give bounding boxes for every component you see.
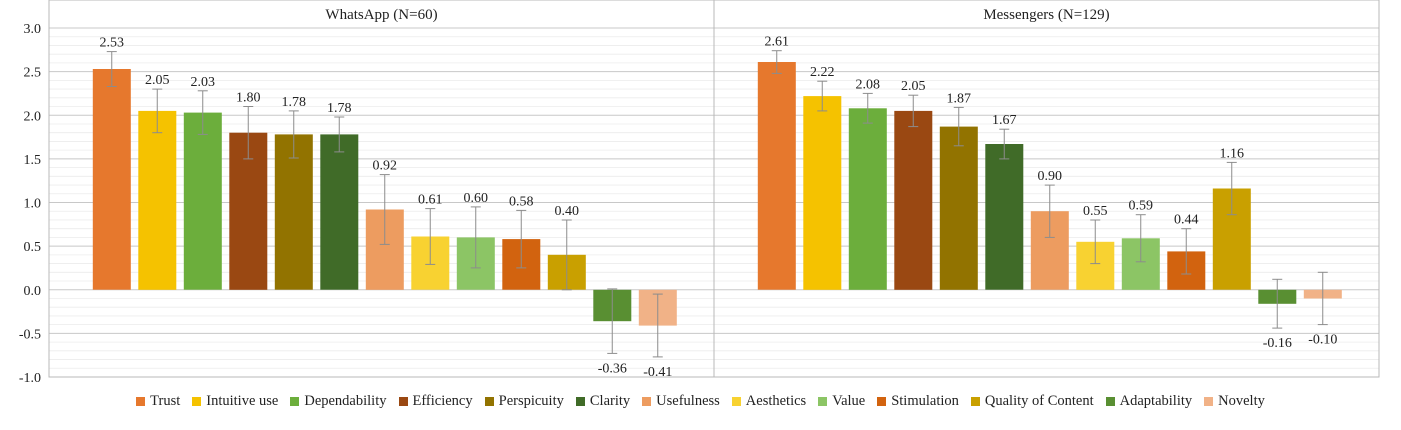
legend-label: Dependability xyxy=(304,393,387,409)
legend-label: Intuitive use xyxy=(206,393,279,409)
bar xyxy=(939,126,978,290)
data-label: 2.08 xyxy=(856,77,881,92)
y-tick-label: 2.0 xyxy=(24,109,42,124)
y-tick-label: 3.0 xyxy=(24,22,42,37)
data-label: 2.22 xyxy=(810,65,835,80)
legend-label: Efficiency xyxy=(412,393,473,409)
data-label: 0.40 xyxy=(555,204,580,219)
legend-item: Intuitive use xyxy=(192,393,278,410)
bar xyxy=(183,112,222,290)
legend-label: Perspicuity xyxy=(498,393,564,409)
data-label: 0.60 xyxy=(464,191,489,206)
data-label: -0.36 xyxy=(598,361,627,376)
bar-chart: 3.0 2.5 2.0 1.5 1.0 0.5 0.0 -0.5 -1.0 WhatsApp (… xyxy=(19,0,1380,386)
data-label: 0.44 xyxy=(1174,213,1199,228)
y-tick-label: 0.5 xyxy=(24,240,42,255)
legend-swatch xyxy=(484,397,494,406)
bar xyxy=(138,110,177,290)
y-tick-label: 1.5 xyxy=(24,153,42,168)
y-tick-label: 0.0 xyxy=(24,284,42,299)
y-tick-label: -0.5 xyxy=(19,327,41,342)
legend-label: Aesthetics xyxy=(745,393,807,409)
panel-messengers: Messengers (N=129) 2.61 2.22 2.08 2.05 1.87 1.… xyxy=(757,7,1342,351)
y-axis: 3.0 2.5 2.0 1.5 1.0 0.5 0.0 -0.5 -1.0 xyxy=(19,22,41,386)
data-label: 1.16 xyxy=(1220,146,1245,161)
data-label: 0.55 xyxy=(1083,204,1108,219)
bar xyxy=(92,69,131,290)
data-label: -0.10 xyxy=(1308,333,1337,348)
data-label: 1.67 xyxy=(992,113,1017,128)
legend-swatch xyxy=(192,397,202,406)
legend-item: Efficiency xyxy=(398,393,473,410)
bar xyxy=(848,108,887,290)
legend-swatch xyxy=(642,397,652,406)
y-tick-label: 2.5 xyxy=(24,66,42,81)
legend-item: Dependability xyxy=(290,393,387,410)
legend-swatch xyxy=(731,397,741,406)
legend-item: Adaptability xyxy=(1105,393,1193,410)
legend-item: Perspicuity xyxy=(484,393,564,410)
legend-swatch xyxy=(970,397,980,406)
legend-item: Value xyxy=(818,393,865,410)
legend: Trust Intuitive use Dependability Efficienc… xyxy=(0,393,1401,410)
panel-title: Messengers (N=129) xyxy=(983,7,1109,23)
legend-item: Novelty xyxy=(1204,393,1265,410)
legend-swatch xyxy=(818,397,828,406)
data-label: 2.05 xyxy=(145,73,170,88)
data-label: 0.59 xyxy=(1129,199,1154,214)
legend-label: Novelty xyxy=(1218,393,1265,409)
data-label: 2.61 xyxy=(765,35,790,50)
legend-item: Stimulation xyxy=(877,393,959,410)
legend-item: Aesthetics xyxy=(731,393,807,410)
legend-label: Stimulation xyxy=(891,393,959,409)
data-label: 1.87 xyxy=(947,91,972,106)
legend-swatch xyxy=(398,397,408,406)
legend-item: Quality of Content xyxy=(970,393,1094,410)
data-label: 1.78 xyxy=(327,101,352,116)
bar xyxy=(985,144,1024,290)
bar xyxy=(803,96,842,290)
y-tick-label: 1.0 xyxy=(24,197,42,212)
data-label: 2.53 xyxy=(100,36,125,51)
bar xyxy=(274,134,313,290)
legend-swatch xyxy=(290,397,300,406)
legend-swatch xyxy=(1105,397,1115,406)
data-label: 0.92 xyxy=(373,159,398,174)
legend-item: Trust xyxy=(136,393,180,410)
panel-title: WhatsApp (N=60) xyxy=(325,7,437,23)
data-label: -0.41 xyxy=(643,365,672,380)
legend-label: Clarity xyxy=(589,393,631,409)
bar xyxy=(757,62,796,290)
legend-swatch xyxy=(1204,397,1214,406)
chart-panels: WhatsApp (N=60) 2.53 2.05 2.03 1.80 1.78 1.78 0… xyxy=(92,7,1342,380)
data-label: 0.90 xyxy=(1038,169,1063,184)
legend-label: Quality of Content xyxy=(984,393,1094,409)
legend-label: Usefulness xyxy=(656,393,720,409)
data-label: 2.03 xyxy=(191,75,216,90)
legend-label: Adaptability xyxy=(1119,393,1193,409)
legend-swatch xyxy=(877,397,887,406)
legend-swatch xyxy=(575,397,585,406)
legend-item: Clarity xyxy=(575,393,631,410)
data-label: 0.58 xyxy=(509,194,534,209)
data-label: 1.78 xyxy=(282,95,307,110)
panel-whatsapp: WhatsApp (N=60) 2.53 2.05 2.03 1.80 1.78 1.78 0… xyxy=(92,7,677,380)
y-tick-label: -1.0 xyxy=(19,371,41,386)
legend-label: Trust xyxy=(150,393,181,409)
data-label: 2.05 xyxy=(901,79,926,94)
data-label: 1.80 xyxy=(236,91,261,106)
legend-label: Value xyxy=(832,393,866,409)
bar xyxy=(320,134,359,290)
bar xyxy=(894,110,933,290)
legend-swatch xyxy=(136,397,146,406)
data-label: 0.61 xyxy=(418,193,443,208)
data-label: -0.16 xyxy=(1263,336,1292,351)
legend-item: Usefulness xyxy=(642,393,720,410)
